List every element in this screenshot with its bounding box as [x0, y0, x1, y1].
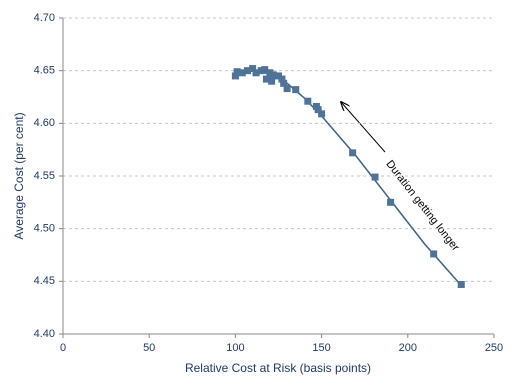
y-tick-label: 4.70	[34, 12, 55, 24]
marker	[371, 173, 379, 181]
y-axis-label: Average Cost (per cent)	[12, 112, 26, 239]
marker	[268, 77, 276, 85]
annotation-arrow	[341, 102, 386, 153]
marker	[231, 72, 239, 80]
marker	[304, 97, 312, 105]
marker	[387, 198, 395, 206]
x-tick-label: 0	[60, 342, 66, 354]
marker	[292, 86, 300, 94]
x-tick-label: 200	[399, 342, 417, 354]
marker	[252, 69, 260, 77]
marker	[457, 280, 465, 288]
marker	[238, 69, 246, 77]
marker	[349, 149, 357, 157]
marker	[314, 106, 322, 114]
x-tick-label: 150	[312, 342, 330, 354]
marker	[280, 79, 288, 87]
marker	[278, 75, 286, 83]
marker	[269, 71, 277, 79]
x-axis-label: Relative Cost at Risk (basis points)	[185, 361, 371, 375]
marker	[262, 75, 270, 83]
y-tick-label: 4.45	[34, 275, 55, 287]
trend-line	[235, 69, 462, 287]
marker	[233, 68, 241, 76]
x-tick-label: 100	[226, 342, 244, 354]
marker	[283, 85, 291, 93]
x-tick-label: 250	[485, 342, 503, 354]
marker	[249, 65, 257, 73]
y-tick-label: 4.60	[34, 117, 55, 129]
marker	[261, 66, 269, 74]
y-tick-label: 4.65	[34, 65, 55, 77]
x-tick-label: 50	[143, 342, 155, 354]
marker	[318, 110, 326, 118]
y-tick-label: 4.40	[34, 328, 55, 340]
y-tick-label: 4.50	[34, 223, 55, 235]
marker	[430, 250, 438, 258]
marker	[243, 67, 251, 75]
y-tick-label: 4.55	[34, 170, 55, 182]
